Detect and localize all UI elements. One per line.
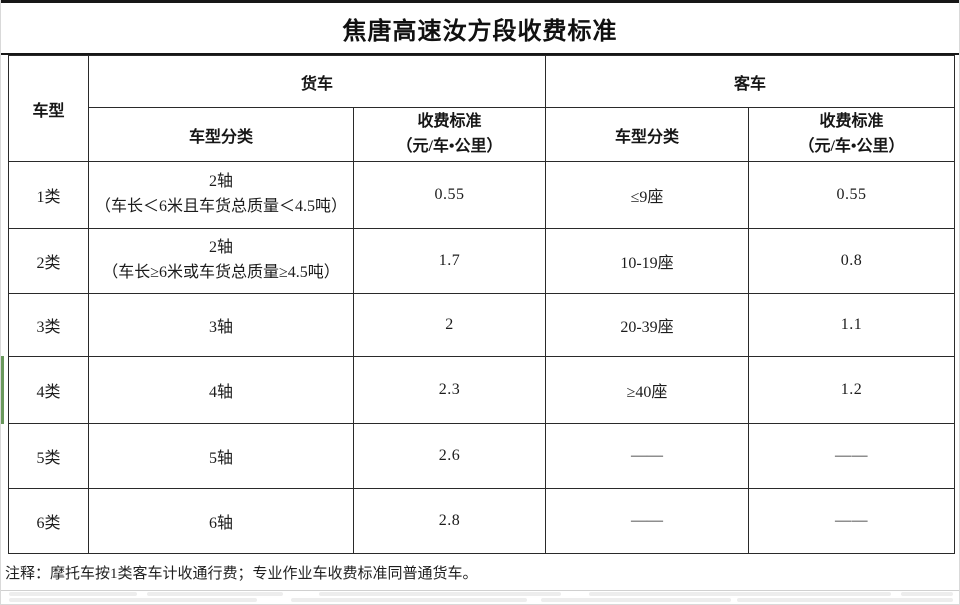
bus-class-cell: —— xyxy=(545,423,750,489)
bus-rate-cell: —— xyxy=(748,488,956,554)
truck-class-cell: 2轴 （车长≥6米或车货总质量≥4.5吨） xyxy=(88,228,354,294)
placeholder-bar xyxy=(9,592,137,596)
truck-rate-cell: 2 xyxy=(352,293,547,357)
placeholder-bar xyxy=(589,592,891,596)
truck-class-cell: 3轴 xyxy=(88,293,354,357)
placeholder-bar xyxy=(901,592,953,596)
header-group-truck: 货车 xyxy=(87,55,547,108)
table-row-class2: 2类 2轴 （车长≥6米或车货总质量≥4.5吨） 1.7 10-19座 0.8 xyxy=(8,228,956,294)
truck-class-cell: 4轴 xyxy=(88,356,354,424)
placeholder-bar xyxy=(319,592,561,596)
vehicle-type-cell: 3类 xyxy=(8,293,89,357)
placeholder-bar xyxy=(541,598,731,602)
table-row-class4: 4类 4轴 2.3 ≥40座 1.2 xyxy=(8,356,956,424)
header-bus-class: 车型分类 xyxy=(545,107,750,162)
truck-class-cell: 6轴 xyxy=(88,488,354,554)
header-row-groups: 车型 货车 客车 xyxy=(8,55,956,162)
vehicle-type-cell: 2类 xyxy=(8,228,89,294)
header-vehicle-type: 车型 xyxy=(8,55,89,162)
bus-class-cell: 10-19座 xyxy=(545,228,750,294)
placeholder-bar xyxy=(147,592,283,596)
bus-class-cell: —— xyxy=(545,488,750,554)
placeholder-bar xyxy=(9,598,257,602)
truck-rate-cell: 0.55 xyxy=(352,161,547,229)
placeholder-bar xyxy=(737,598,953,602)
table-row-class1: 1类 2轴 （车长＜6米且车货总质量＜4.5吨） 0.55 ≤9座 0.55 xyxy=(8,161,956,229)
truck-class-cell: 2轴 （车长＜6米且车货总质量＜4.5吨） xyxy=(88,161,354,229)
fee-table-wrap: 车型 货车 客车 车型分类 收费标准 （元/车•公里） 车型分类 收费标准 （元… xyxy=(1,55,959,554)
truck-rate-cell: 2.3 xyxy=(352,356,547,424)
bus-class-cell: ≥40座 xyxy=(545,356,750,424)
placeholder-bar xyxy=(291,598,527,602)
header-row-subcolumns: 车型分类 收费标准 （元/车•公里） 车型分类 收费标准 （元/车•公里） xyxy=(9,107,956,162)
truck-rate-cell: 2.8 xyxy=(352,488,547,554)
bus-rate-cell: 0.55 xyxy=(748,161,956,229)
vehicle-type-cell: 4类 xyxy=(8,356,89,424)
vehicle-type-cell: 1类 xyxy=(8,161,89,229)
table-row-class6: 6类 6轴 2.8 —— —— xyxy=(8,488,956,554)
bus-rate-cell: 0.8 xyxy=(748,228,956,294)
vehicle-type-cell: 5类 xyxy=(8,423,89,489)
page-title: 焦唐高速汝方段收费标准 xyxy=(1,0,959,55)
truck-rate-cell: 2.6 xyxy=(352,423,547,489)
row4-selection-marker xyxy=(1,356,4,424)
footnote: 注释：摩托车按1类客车计收通行费；专业作业车收费标准同普通货车。 xyxy=(1,554,959,591)
table-row-class5: 5类 5轴 2.6 —— —— xyxy=(8,423,956,489)
truck-rate-cell: 1.7 xyxy=(352,228,547,294)
table-row-class3: 3类 3轴 2 20-39座 1.1 xyxy=(8,293,956,357)
header-truck-class: 车型分类 xyxy=(88,107,354,162)
bus-class-cell: ≤9座 xyxy=(545,161,750,229)
header-group-bus: 客车 xyxy=(545,55,956,108)
vehicle-type-cell: 6类 xyxy=(8,488,89,554)
bus-class-cell: 20-39座 xyxy=(545,293,750,357)
header-bus-rate: 收费标准 （元/车•公里） xyxy=(748,107,956,162)
truck-class-cell: 5轴 xyxy=(88,423,354,489)
bus-rate-cell: —— xyxy=(748,423,956,489)
bus-rate-cell: 1.2 xyxy=(748,356,956,424)
bus-rate-cell: 1.1 xyxy=(748,293,956,357)
fee-table: 车型 货车 客车 车型分类 收费标准 （元/车•公里） 车型分类 收费标准 （元… xyxy=(8,55,956,554)
header-truck-rate: 收费标准 （元/车•公里） xyxy=(352,107,547,162)
